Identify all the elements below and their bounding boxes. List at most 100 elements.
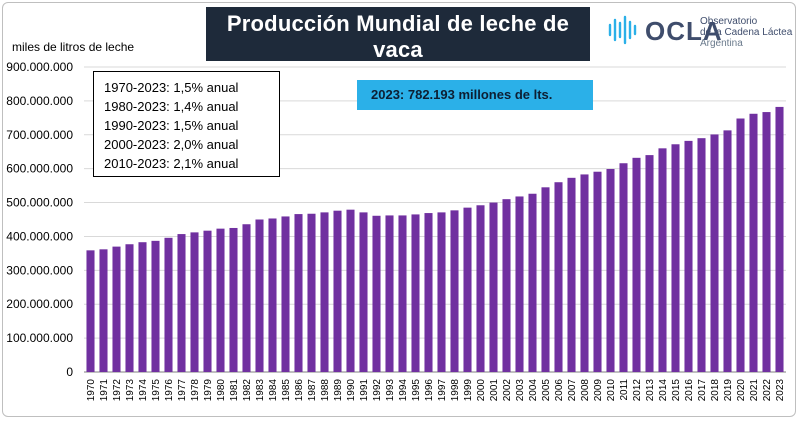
y-tick-label: 600.000.000 — [6, 162, 73, 176]
x-tick-label: 1974 — [138, 379, 149, 402]
bar-2013 — [645, 155, 654, 372]
x-tick-label: 2002 — [502, 379, 513, 402]
bar-1972 — [112, 246, 121, 372]
bar-1982 — [242, 224, 251, 372]
bar-1994 — [398, 215, 407, 372]
bar-1976 — [164, 237, 173, 372]
title-banner: Producción Mundial de leche de vaca - en… — [206, 7, 590, 81]
waveform-icon — [608, 15, 637, 45]
x-tick-label: 2018 — [710, 379, 721, 402]
bar-1975 — [151, 240, 160, 372]
bar-2018 — [710, 134, 719, 372]
x-tick-label: 1976 — [164, 379, 175, 402]
x-tick-label: 1978 — [190, 379, 201, 402]
chart-subtitle: - en miles de litros de leche - — [308, 65, 488, 81]
bar-1978 — [190, 232, 199, 372]
bar-2022 — [762, 112, 771, 372]
bar-1979 — [203, 230, 212, 372]
growth-rate-line: 1980-2023: 1,4% anual — [104, 99, 239, 114]
bar-1983 — [255, 219, 264, 372]
x-tick-label: 2009 — [593, 379, 604, 402]
y-tick-label: 300.000.000 — [6, 263, 73, 277]
x-tick-label: 1984 — [268, 379, 279, 402]
x-tick-label: 1973 — [125, 379, 136, 402]
x-tick-label: 2006 — [554, 379, 565, 402]
x-tick-label: 2005 — [541, 379, 552, 402]
x-tick-label: 1998 — [450, 379, 461, 402]
bar-2017 — [697, 138, 706, 372]
bar-2006 — [554, 182, 563, 372]
bar-1970 — [86, 250, 95, 372]
bar-2008 — [580, 174, 589, 372]
bar-2002 — [502, 199, 511, 372]
bar-1987 — [307, 213, 316, 372]
x-tick-label: 1994 — [398, 379, 409, 402]
x-tick-label: 1989 — [333, 379, 344, 402]
bar-1984 — [268, 218, 277, 372]
bar-1995 — [411, 214, 420, 372]
bar-1977 — [177, 234, 186, 372]
x-tick-label: 1972 — [112, 379, 123, 402]
bar-1971 — [99, 249, 108, 372]
bar-2019 — [723, 130, 732, 372]
bar-2010 — [606, 169, 615, 372]
y-tick-label: 900.000.000 — [6, 60, 73, 74]
x-tick-label: 1977 — [177, 379, 188, 402]
x-tick-label: 1970 — [86, 379, 97, 402]
logo-line-3: Argentina — [700, 38, 743, 49]
bar-2023 — [775, 106, 784, 373]
x-tick-label: 2019 — [723, 379, 734, 402]
bar-2005 — [541, 187, 550, 372]
x-tick-label: 2017 — [697, 379, 708, 402]
bar-1989 — [333, 210, 342, 372]
bar-2021 — [749, 113, 758, 373]
x-tick-label: 1997 — [437, 379, 448, 402]
ocla-logo: OCLA Observatorio de la Cadena Láctea Ar… — [607, 10, 797, 58]
x-tick-label: 1985 — [281, 379, 292, 402]
gridlines — [84, 66, 786, 373]
x-tick-label: 2000 — [476, 379, 487, 402]
x-tick-labels: 1970 1971 1972 1973 1974 1975 1976 1977 1978 1979… — [86, 379, 786, 402]
logo-name: OCLA — [645, 16, 723, 46]
x-tick-label: 1986 — [294, 379, 305, 402]
y-tick-label: 500.000.000 — [6, 196, 73, 210]
bar-2007 — [567, 177, 576, 372]
bars — [86, 106, 784, 373]
x-tick-label: 1999 — [463, 379, 474, 402]
bar-2016 — [684, 140, 693, 372]
x-tick-label: 1980 — [216, 379, 227, 402]
bar-2015 — [671, 144, 680, 372]
bar-2009 — [593, 171, 602, 372]
bar-2004 — [528, 193, 537, 372]
x-tick-label: 2003 — [515, 379, 526, 402]
bar-1985 — [281, 216, 290, 372]
chart-title: Producción Mundial de leche de vaca — [226, 11, 570, 62]
bar-1988 — [320, 212, 329, 372]
bar-2020 — [736, 118, 745, 372]
bar-1997 — [437, 212, 446, 372]
x-tick-label: 2015 — [671, 379, 682, 402]
logo-tagline: Observatorio de la Cadena Láctea Argenti… — [700, 16, 792, 49]
y-tick-labels: 0 100.000.000 200.000.000 300.000.000 400.00… — [6, 60, 73, 379]
x-tick-label: 2011 — [619, 379, 630, 401]
y-tick-label: 700.000.000 — [6, 128, 73, 142]
bar-1992 — [372, 215, 381, 372]
growth-rate-line: 2000-2023: 2,0% anual — [104, 137, 239, 152]
y-tick-label: 0 — [66, 365, 73, 379]
bar-1999 — [463, 207, 472, 372]
x-tick-label: 2010 — [606, 379, 617, 402]
growth-rates-box: 1970-2023: 1,5% anual 1980-2023: 1,4% an… — [93, 71, 280, 177]
x-tick-label: 1992 — [372, 379, 383, 402]
x-tick-label: 1971 — [99, 379, 110, 402]
x-tick-label: 1979 — [203, 379, 214, 402]
growth-rate-line: 1970-2023: 1,5% anual — [104, 80, 239, 95]
x-tick-label: 1995 — [411, 379, 422, 402]
x-tick-label: 1990 — [346, 379, 357, 402]
bar-1993 — [385, 215, 394, 372]
chart-frame — [2, 2, 796, 417]
x-tick-label: 2014 — [658, 379, 669, 402]
y-tick-label: 800.000.000 — [6, 94, 73, 108]
y-axis-label: miles de litros de leche — [12, 40, 135, 54]
x-tick-label: 1975 — [151, 379, 162, 402]
